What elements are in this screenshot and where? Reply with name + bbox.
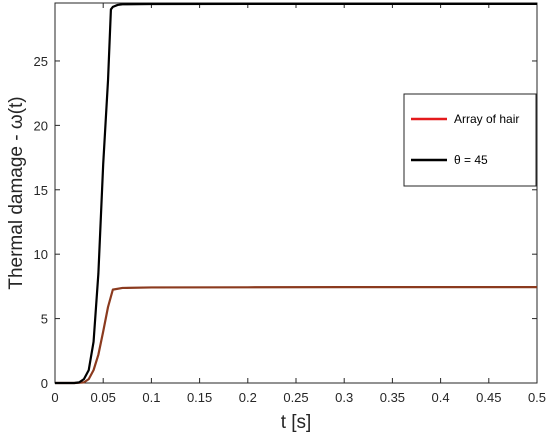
x-axis-label: t [s] [281, 412, 312, 433]
legend-label-theta-45: θ = 45 [454, 153, 488, 167]
x-tick-label: 0.35 [380, 390, 405, 405]
y-tick-label: 10 [34, 247, 48, 262]
legend-label-array-of-hair: Array of hair [454, 112, 519, 126]
x-tick-label: 0.25 [283, 390, 308, 405]
y-tick-label: 5 [41, 312, 48, 327]
y-axis-label: Thermal damage - ω(t) [6, 96, 27, 289]
x-tick-label: 0.3 [335, 390, 353, 405]
x-tick-label: 0.2 [239, 390, 257, 405]
series-line-theta-45 [55, 2, 537, 385]
legend-box [403, 93, 537, 187]
legend: Array of hair θ = 45 [403, 93, 537, 187]
plot-area [54, 2, 538, 384]
series-line-array-of-hair [55, 286, 537, 385]
y-axis: 0 5 10 15 20 25 [34, 54, 537, 391]
x-tick-label: 0.1 [142, 390, 160, 405]
x-axis: 0 0.05 0.1 0.15 0.2 0.25 0.3 0.35 0.4 0.45 0.5 [51, 3, 546, 405]
axes-box [54, 2, 538, 384]
x-tick-label: 0.45 [476, 390, 501, 405]
y-tick-label: 15 [34, 183, 48, 198]
y-tick-label: 25 [34, 54, 48, 69]
x-tick-label: 0 [51, 390, 58, 405]
y-tick-label: 0 [41, 376, 48, 391]
x-tick-label: 0.05 [91, 390, 116, 405]
x-tick-label: 0.4 [432, 390, 450, 405]
y-tick-label: 20 [34, 118, 48, 133]
x-tick-label: 0.5 [528, 390, 546, 405]
x-tick-label: 0.15 [187, 390, 212, 405]
series-layer [55, 2, 537, 385]
